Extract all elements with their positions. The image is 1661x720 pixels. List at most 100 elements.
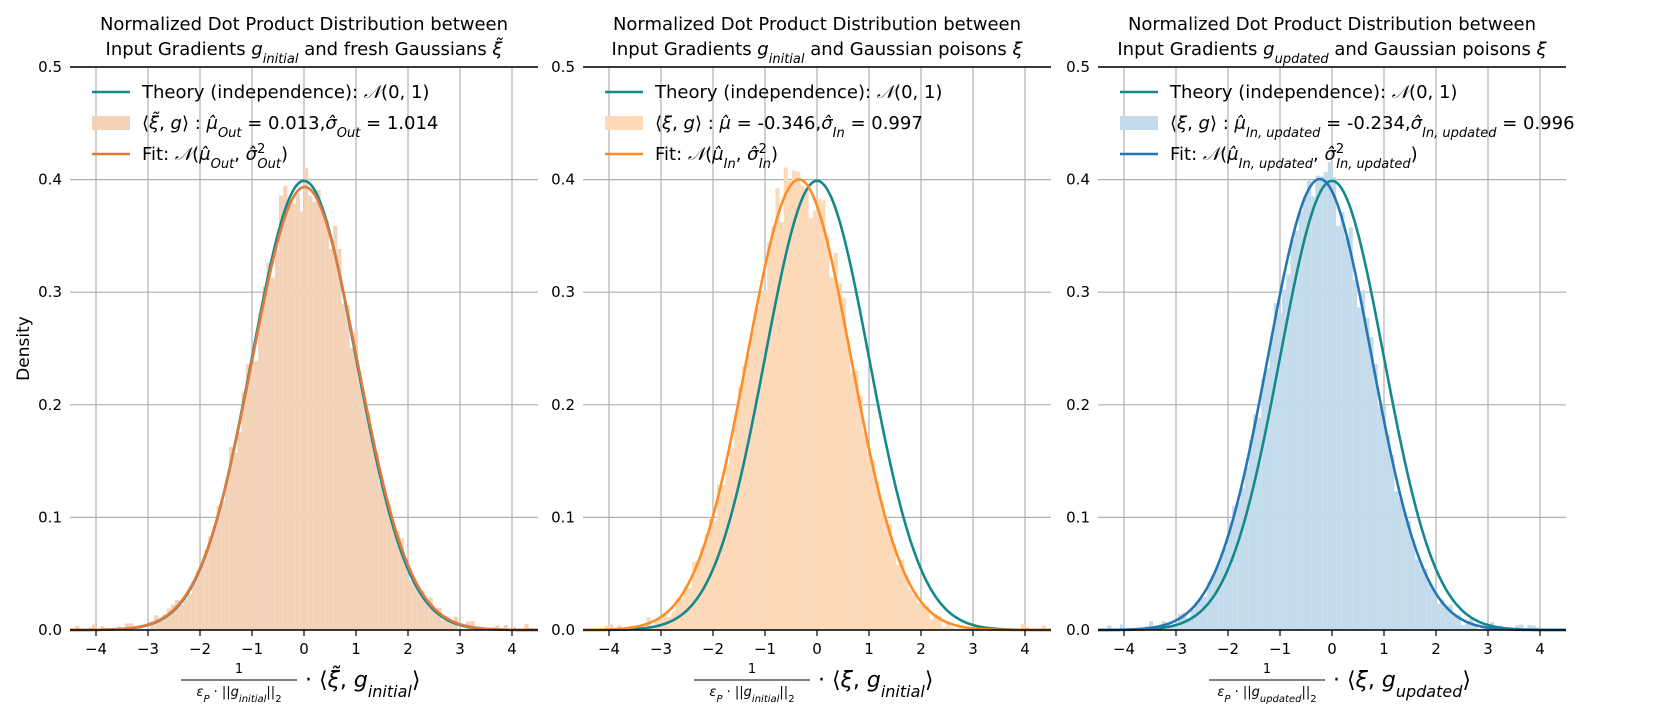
hist-bar [1282, 289, 1287, 630]
hist-bar [1456, 614, 1461, 630]
hist-bar [1406, 521, 1412, 630]
x-tick-label: 0 [812, 640, 822, 658]
hist-bar [383, 493, 388, 630]
x-tick-label: 2 [916, 640, 926, 658]
hist-bar [270, 277, 275, 630]
hist-bar [900, 559, 905, 630]
x-label-denominator: εP · ||ginitial||2 [709, 685, 794, 705]
legend-patch-swatch [92, 116, 130, 130]
hist-bar [821, 200, 826, 630]
hist-bar [299, 211, 304, 630]
hist-bar [125, 623, 130, 630]
hist-bar [767, 242, 772, 630]
panel-2: −4 −3 −2 −1 0 1 2 3 4 0.0 0.1 0.2 0.3 0.4 0.5 Normalize… [551, 14, 1051, 705]
hist-bar [1348, 227, 1353, 630]
chart-title-line-2: Input Gradients gupdated and Gaussian po… [1117, 39, 1547, 67]
theory-curve [1098, 179, 1566, 632]
hist-bar [713, 520, 718, 630]
hist-bar [1431, 588, 1436, 630]
x-tick-label: 4 [1535, 640, 1545, 658]
hist-bar [1344, 237, 1349, 631]
x-tick-label: 3 [1483, 640, 1493, 658]
hist-bar [837, 283, 842, 630]
hist-bar [1444, 606, 1449, 630]
hist-bar [1223, 547, 1228, 630]
hist-bar [416, 589, 421, 630]
x-tick-label: −4 [1113, 640, 1135, 658]
hist-bar [875, 481, 880, 630]
legend: Theory (independence): 𝒩(0, 1) ⟨ξ̃, g⟩ : … [92, 82, 438, 172]
hist-bar [945, 621, 951, 630]
hist-bar [266, 262, 271, 630]
hist-bar [366, 413, 371, 630]
hist-bar [1315, 175, 1320, 630]
hist-bar [175, 599, 180, 630]
hist-bar [503, 625, 508, 630]
hist-bar [825, 235, 830, 630]
hist-bar [617, 625, 622, 630]
hist-bar [170, 604, 176, 630]
hist-bar [1186, 618, 1191, 630]
hist-bar [850, 372, 855, 630]
hist-bar [792, 170, 797, 630]
hist-bar [254, 360, 259, 630]
hist-bar [1377, 406, 1382, 630]
hist-bar [1290, 240, 1295, 630]
hist-bar [1041, 625, 1046, 630]
hist-bar [1332, 176, 1337, 630]
hist-bar [958, 627, 963, 630]
y-axis-label: Density [14, 316, 34, 381]
hist-bar [762, 290, 768, 630]
histogram [604, 167, 1046, 631]
hist-bar [937, 616, 942, 630]
hist-bar [929, 619, 934, 630]
hist-bar [437, 607, 442, 630]
legend-label: Theory (independence): 𝒩(0, 1) [141, 82, 429, 103]
legend-label: Theory (independence): 𝒩(0, 1) [1169, 82, 1457, 103]
hist-bar [324, 220, 329, 630]
hist-bar [353, 331, 359, 630]
x-label-expression: · ⟨ξ, gupdated⟩ [1333, 668, 1471, 701]
hist-bar [158, 621, 163, 630]
hist-bar [187, 593, 192, 630]
hist-bar [304, 168, 309, 631]
fit-curve [69, 185, 539, 632]
hist-bar [408, 580, 413, 630]
hist-bar [183, 598, 188, 630]
hist-bar [1277, 313, 1283, 630]
y-tick-label: 0.5 [551, 58, 575, 76]
hist-bar [1298, 211, 1303, 630]
hist-bar [258, 313, 263, 630]
x-label-denominator: εP · ||ginitial||2 [196, 685, 281, 705]
hist-bar [904, 574, 909, 630]
y-tick-label: 0.1 [551, 508, 575, 526]
hist-bar [204, 549, 209, 630]
hist-bar [921, 603, 926, 630]
hist-bar [1340, 211, 1345, 631]
hist-bar [328, 248, 334, 630]
hist-bar [166, 608, 171, 630]
hist-bar [771, 226, 776, 631]
hist-bar [721, 485, 726, 630]
hist-bar [220, 501, 225, 630]
y-tick-label: 0.2 [38, 396, 62, 414]
hist-bar [887, 524, 892, 630]
hist-bar [449, 620, 454, 630]
hist-bar [374, 452, 379, 630]
hist-bar [399, 538, 404, 630]
hist-bar [391, 525, 396, 630]
legend-label: ⟨ξ, g⟩ : μ̂In, updated = -0.234,σ̂In, up… [1170, 113, 1575, 141]
hist-bar [908, 589, 913, 630]
chart-title-line-1: Normalized Dot Product Distribution betw… [1128, 14, 1536, 35]
hist-bar [349, 348, 354, 630]
y-tick-label: 0.3 [38, 283, 62, 301]
hist-bar [866, 454, 872, 630]
hist-bar [1207, 581, 1212, 630]
hist-bar [441, 619, 446, 630]
hist-bar [1294, 230, 1299, 630]
histogram [1107, 162, 1557, 631]
hist-bar [100, 626, 105, 630]
x-tick-label: 3 [455, 640, 465, 658]
hist-bar [1423, 568, 1428, 630]
